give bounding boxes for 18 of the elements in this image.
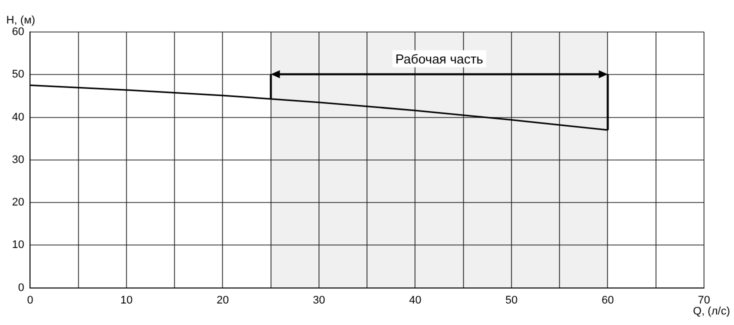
x-tick-label: 60: [602, 294, 614, 306]
y-axis-title: H, (м): [6, 14, 36, 27]
x-tick-label: 20: [216, 294, 229, 306]
band-label: Рабочая часть: [395, 51, 484, 66]
y-tick-label: 50: [12, 68, 24, 81]
x-axis-title: Q, (л/с): [693, 305, 730, 318]
x-tick-label: 30: [312, 294, 326, 306]
x-tick-label: 10: [120, 294, 133, 306]
x-tick-label: 0: [27, 294, 34, 306]
x-tick-label: 40: [409, 294, 422, 306]
y-tick-label: 0: [18, 282, 24, 294]
x-tick-label: 70: [698, 294, 710, 306]
x-tick-label: 50: [505, 294, 518, 306]
y-tick-label: 30: [12, 154, 24, 166]
y-tick-label: 20: [12, 196, 24, 209]
y-tick-label: 40: [12, 111, 24, 124]
y-tick-label: 10: [12, 239, 24, 252]
y-tick-label: 60: [12, 26, 24, 38]
